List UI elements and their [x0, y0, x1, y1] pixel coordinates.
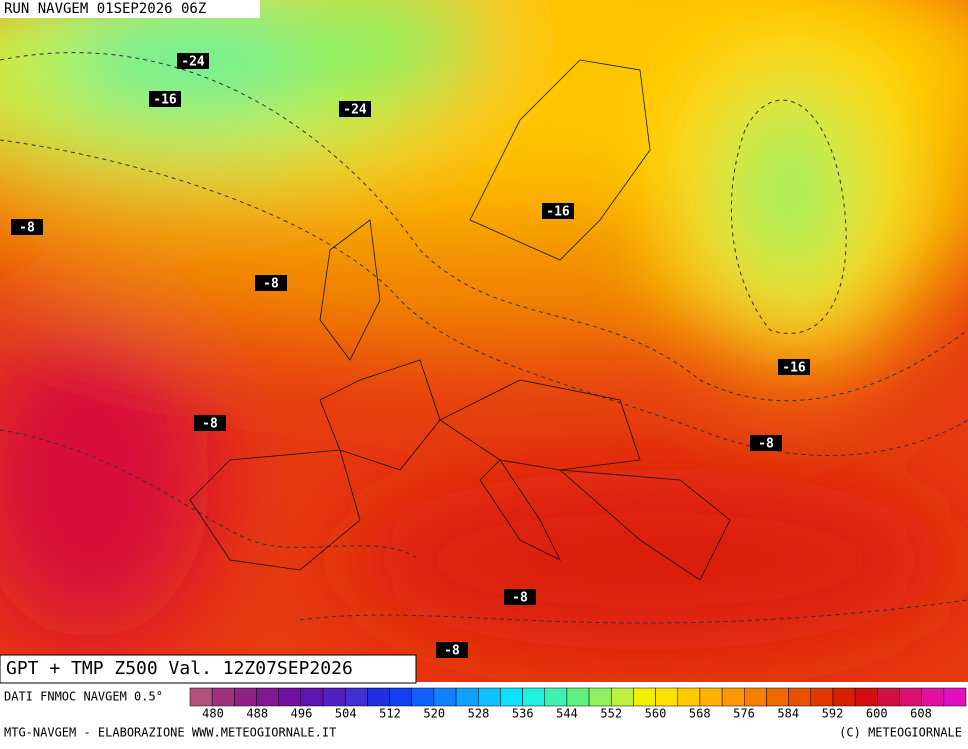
colorbar-tick-label: 512 [379, 707, 401, 721]
contour-label-bg [11, 219, 43, 235]
colorbar-swatch [810, 687, 834, 707]
footer-right: (C) METEOGIORNALE [839, 726, 962, 740]
colorbar-tick-label: 504 [335, 707, 357, 721]
colorbar-tick-label: 536 [512, 707, 534, 721]
contour-label-bg [436, 642, 468, 658]
contour-label-bg [750, 435, 782, 451]
map [0, 0, 968, 682]
colorbar-tick-label: 560 [645, 707, 667, 721]
colorbar-swatch [433, 687, 457, 707]
colorbar-swatch [633, 687, 656, 707]
colorbar-swatch [344, 687, 368, 707]
colorbar-tick-label: 520 [423, 707, 445, 721]
legend-source: DATI FNMOC NAVGEM 0.5° [4, 690, 163, 704]
run-label: RUN NAVGEM 01SEP2026 06Z [4, 1, 206, 17]
colorbar-swatch [522, 687, 545, 707]
colorbar-tick-label: 496 [291, 707, 313, 721]
colorbar-swatch [278, 687, 302, 707]
title: GPT + TMP Z500 Val. 12Z07SEP2026 [6, 658, 353, 679]
colorbar-swatch [854, 687, 878, 707]
contour-label-bg [542, 203, 574, 219]
colorbar-swatch [921, 687, 945, 707]
footer-left: MTG-NAVGEM - ELABORAZIONE WWW.METEOGIORN… [4, 726, 336, 740]
colorbar-swatch [322, 687, 346, 707]
colorbar-swatch [699, 687, 723, 707]
colorbar-swatch [721, 687, 745, 707]
colorbar-swatch [611, 687, 634, 707]
contour-label: -8 [512, 591, 528, 606]
colorbar-swatch [677, 687, 701, 707]
colorbar-tick-label: 608 [910, 707, 932, 721]
colorbar-tick-label: 552 [600, 707, 622, 721]
colorbar-swatch [655, 687, 679, 707]
colorbar-swatch [300, 687, 324, 707]
colorbar-swatch [256, 687, 279, 707]
colorbar: 480 488 496 504 512 520 528 536 544 552 560 568 576 5… [189, 687, 967, 721]
colorbar-tick-label: 592 [822, 707, 844, 721]
contour-label: -16 [782, 361, 806, 376]
colorbar-swatch [477, 687, 501, 707]
colorbar-swatch [566, 687, 590, 707]
colorbar-swatch [788, 687, 812, 707]
colorbar-swatch [588, 687, 612, 707]
colorbar-swatch [234, 687, 257, 707]
contour-label: -16 [546, 205, 570, 220]
colorbar-swatch [389, 687, 412, 707]
contour-label-bg [149, 91, 181, 107]
contour-label: -8 [202, 417, 218, 432]
header-box [0, 0, 260, 18]
colorbar-swatch [899, 687, 922, 707]
colorbar-swatch [744, 687, 767, 707]
colorbar-swatch [189, 687, 213, 707]
contour-label-bg [255, 275, 287, 291]
colorbar-swatch [411, 687, 435, 707]
contour-label-bg [177, 53, 209, 69]
colorbar-swatch [766, 687, 789, 707]
colorbar-swatch [877, 687, 900, 707]
colorbar-swatch [455, 687, 479, 707]
contour-label-bg [339, 101, 371, 117]
contour-label: -24 [343, 103, 367, 118]
colorbar-swatch [943, 687, 967, 707]
contour-label-bg [194, 415, 226, 431]
contour-label: -24 [181, 55, 205, 70]
contour-label-bg [504, 589, 536, 605]
contour-label: -8 [444, 644, 460, 659]
contour-label: -8 [19, 221, 35, 236]
colorbar-swatch [367, 687, 390, 707]
colorbar-swatch [211, 687, 235, 707]
contour-label: -8 [758, 437, 774, 452]
colorbar-tick-label: 584 [777, 707, 799, 721]
contour-label: -16 [153, 93, 177, 108]
contour-label: -8 [263, 277, 279, 292]
colorbar-tick-label: 544 [556, 707, 578, 721]
colorbar-tick-label: 568 [689, 707, 711, 721]
contour-labels: -24 -16 -24 -8 -16 -8 -16 -8 -8 -8 -8 [11, 53, 810, 659]
colorbar-tick-label: 488 [246, 707, 268, 721]
colorbar-tick-label: 576 [733, 707, 755, 721]
colorbar-swatch [832, 687, 856, 707]
title-box [0, 654, 417, 684]
colorbar-tick-label: 600 [866, 707, 888, 721]
colorbar-tick-label: 528 [468, 707, 490, 721]
colorbar-tick-label: 480 [202, 707, 224, 721]
colorbar-swatch [544, 687, 568, 707]
contour-label-bg [778, 359, 810, 375]
colorbar-swatch [500, 687, 523, 707]
